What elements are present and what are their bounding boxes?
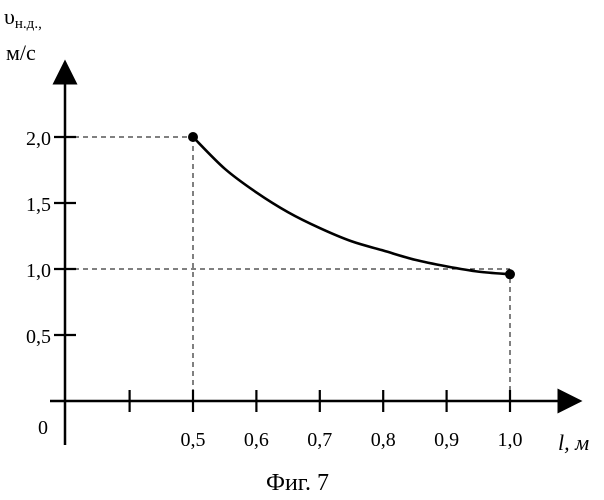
- guide-lines: [65, 137, 510, 401]
- x-tick-label: 0,5: [181, 429, 206, 451]
- data-point: [505, 269, 515, 279]
- x-axis-label: l, м: [558, 430, 589, 455]
- y-tick-label: 2,0: [26, 128, 51, 150]
- y-tick-label: 1,0: [26, 260, 51, 282]
- x-tick-label: 0,6: [244, 429, 269, 451]
- y-axis-subscript: н.д.,: [15, 16, 42, 32]
- x-ticks: 0,5 0,6 0,7 0,8 0,9 1,0: [130, 390, 523, 451]
- series-line: [193, 137, 510, 274]
- series-group: [193, 137, 510, 274]
- markers: [188, 132, 515, 279]
- figure-caption: Фиг. 7: [266, 470, 329, 496]
- y-axis-unit: м/с: [6, 40, 36, 65]
- y-axis-symbol: υ: [4, 4, 15, 29]
- x-axis-unit: , м: [564, 430, 589, 455]
- x-tick-label: 0,9: [434, 429, 459, 451]
- origin-label: 0: [38, 417, 48, 439]
- x-tick-label: 1,0: [498, 429, 523, 451]
- y-tick-label: 0,5: [26, 326, 51, 348]
- y-tick-label: 1,5: [26, 194, 51, 216]
- x-tick-label: 0,7: [307, 429, 332, 451]
- y-axis-label: υн.д.,: [4, 4, 42, 32]
- x-tick-label: 0,8: [371, 429, 396, 451]
- y-ticks: 0,5 1,0 1,5 2,0: [26, 128, 76, 348]
- data-point: [188, 132, 198, 142]
